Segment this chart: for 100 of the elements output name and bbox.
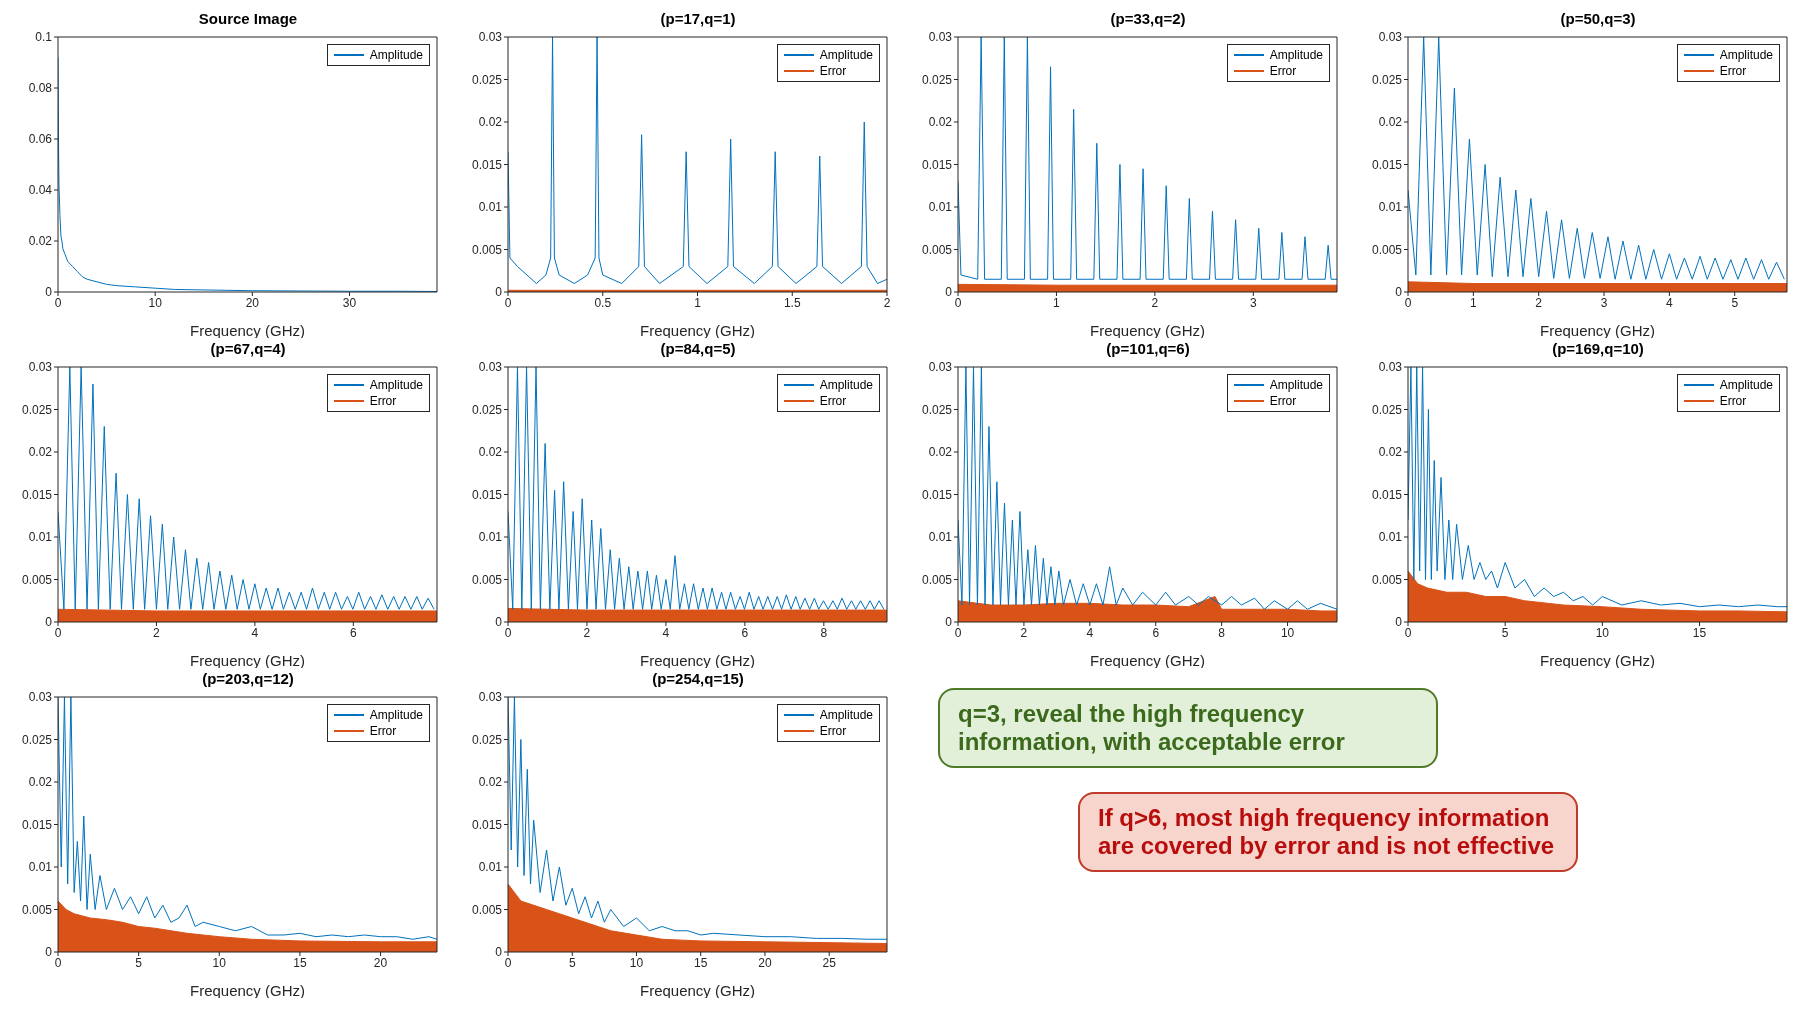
chart-title: Source Image [197,10,299,29]
x-tick-label: 4 [1086,625,1094,640]
y-tick-label: 0.02 [28,775,53,790]
y-tick-label: 0.08 [28,81,53,96]
legend-label: Amplitude [1269,47,1323,63]
chart-title: (p=169,q=10) [1551,340,1645,359]
y-tick-label: 0.015 [1371,157,1403,172]
legend-label: Amplitude [1269,377,1323,393]
y-tick-label: 0.015 [471,817,503,832]
legend-label: Amplitude [1719,47,1773,63]
x-tick-label: 6 [1152,625,1160,640]
x-tick-label: 20 [245,295,260,310]
legend-label: Error [819,723,847,739]
x-tick-label: 20 [373,955,388,970]
x-tick-label: 3 [1600,295,1608,310]
y-tick-label: 0.005 [471,242,503,257]
x-tick-label: 2 [153,625,161,640]
y-tick-label: 0.01 [1378,530,1403,545]
legend-label: Error [1719,393,1747,409]
y-tick-label: 0.06 [28,132,53,147]
legend-label: Amplitude [819,707,873,723]
chart-title: (p=84,q=5) [659,340,737,359]
y-tick-label: 0.03 [478,30,503,45]
legend-label: Error [369,723,397,739]
y-tick-label: 0.01 [928,200,953,215]
y-tick-label: 0.03 [478,690,503,705]
x-tick-label: 15 [1692,625,1707,640]
x-tick-label: 0.5 [594,295,612,310]
chart-title: (p=254,q=15) [651,670,745,689]
y-tick-label: 0.015 [471,157,503,172]
y-tick-label: 0 [495,945,503,960]
x-tick-label: 10 [212,955,227,970]
y-tick-label: 0.005 [21,902,53,917]
x-tick-label: 4 [1666,295,1674,310]
y-tick-label: 0.03 [28,690,53,705]
legend-label: Error [1269,63,1297,79]
x-tick-label: 6 [741,625,749,640]
y-tick-label: 0.005 [21,572,53,587]
text: q=3, reveal the high frequency information, with acceptable error [938,688,1438,768]
x-tick-label: 10 [148,295,163,310]
y-tick-label: 0.02 [928,445,953,460]
y-tick-label: 0 [945,285,953,300]
y-tick-label: 0.01 [478,530,503,545]
x-tick-label: 5 [135,955,143,970]
y-tick-label: 0 [1395,285,1403,300]
y-tick-label: 0.03 [928,360,953,375]
y-tick-label: 0.04 [28,183,53,198]
x-tick-label: 25 [822,955,837,970]
y-tick-label: 0.02 [28,445,53,460]
y-tick-label: 0.005 [1371,572,1403,587]
x-tick-label: 10 [629,955,644,970]
x-tick-label: 5 [568,955,576,970]
y-tick-label: 0.02 [478,115,503,130]
y-tick-label: 0.005 [471,902,503,917]
legend-label: Error [819,63,847,79]
y-tick-label: 0 [495,285,503,300]
y-tick-label: 0.025 [471,402,503,417]
y-tick-label: 0.03 [928,30,953,45]
chart-title: (p=50,q=3) [1559,10,1637,29]
y-tick-label: 0.02 [478,445,503,460]
x-tick-label: 2 [1020,625,1028,640]
y-tick-label: 0.025 [471,72,503,87]
y-tick-label: 0.015 [21,487,53,502]
x-tick-label: 2 [883,295,891,310]
y-tick-label: 0.015 [21,817,53,832]
x-tick-label: 10 [1595,625,1610,640]
chart-title: (p=203,q=12) [201,670,295,689]
legend-label: Amplitude [1719,377,1773,393]
y-tick-label: 0.015 [921,157,953,172]
y-tick-label: 0.03 [1378,360,1403,375]
legend-label: Error [1719,63,1747,79]
y-tick-label: 0 [1395,615,1403,630]
x-tick-label: 1 [694,295,702,310]
x-tick-label: 1.5 [783,295,801,310]
legend-label: Amplitude [819,47,873,63]
y-tick-label: 0 [45,945,53,960]
y-tick-label: 0.02 [28,234,53,249]
chart-title: (p=17,q=1) [659,10,737,29]
x-tick-label: 20 [758,955,772,970]
y-tick-label: 0.025 [1371,72,1403,87]
y-tick-label: 0.015 [921,487,953,502]
y-tick-label: 0.01 [28,860,53,875]
chart-title: (p=101,q=6) [1105,340,1191,359]
y-tick-label: 0.025 [21,732,53,747]
legend-label: Error [369,393,397,409]
chart-title: (p=67,q=4) [209,340,287,359]
x-tick-label: 15 [293,955,307,970]
x-tick-label: 5 [1501,625,1509,640]
x-tick-label: 3 [1249,295,1257,310]
y-tick-label: 0.005 [921,572,953,587]
x-tick-label: 1 [1053,295,1061,310]
y-tick-label: 0 [45,285,53,300]
chart-title: (p=33,q=2) [1109,10,1187,29]
x-tick-label: 8 [820,625,828,640]
y-tick-label: 0.025 [1371,402,1403,417]
y-tick-label: 0.03 [1378,30,1403,45]
x-tick-label: 10 [1280,625,1295,640]
y-tick-label: 0.01 [928,530,953,545]
legend-label: Amplitude [369,377,423,393]
y-tick-label: 0.025 [21,402,53,417]
